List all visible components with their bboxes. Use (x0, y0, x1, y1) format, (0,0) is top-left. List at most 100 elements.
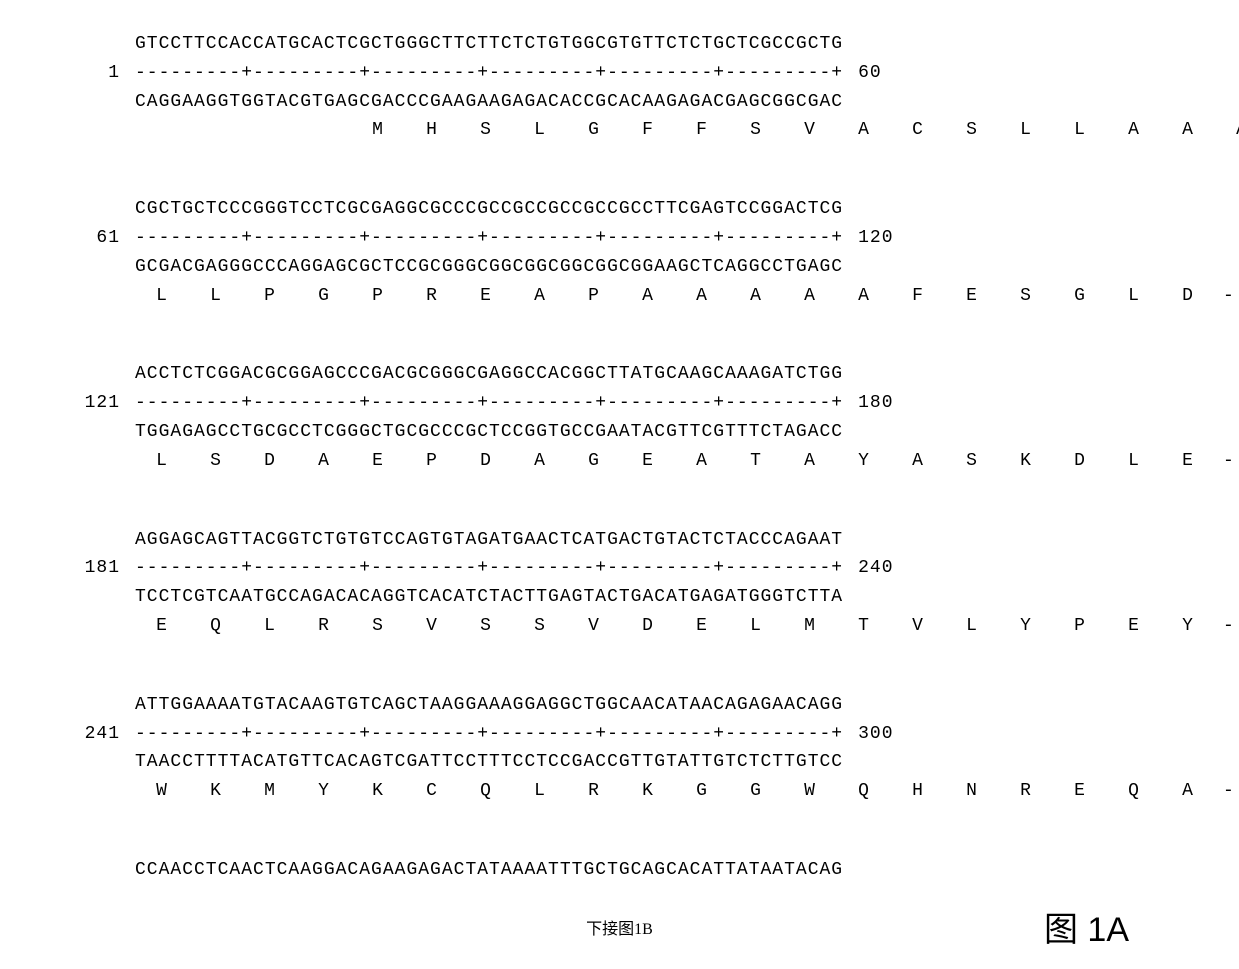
position-start: 181 (50, 554, 120, 583)
amino-acid: M (351, 116, 405, 145)
amino-acid: G (297, 282, 351, 311)
amino-acid: G (729, 777, 783, 806)
amino-acid: R (297, 612, 351, 641)
aa-continuation-dash: - (1215, 616, 1235, 636)
amino-acid: K (189, 777, 243, 806)
amino-acid: L (999, 116, 1053, 145)
sense-strand: ATTGGAAAATGTACAAGTGTCAGCTAAGGAAAGGAGGCTG… (135, 691, 1189, 720)
amino-acid: C (405, 777, 459, 806)
sense-strand: CGCTGCTCCCGGGTCCTCGCGAGGCGCCCGCCGCCGCCGC… (135, 195, 1189, 224)
ruler-line: ---------+---------+---------+---------+… (135, 554, 843, 583)
protein-translation: LLPGPREAPAAAAAFESGLD- (135, 282, 1189, 311)
amino-acid: A (837, 282, 891, 311)
amino-acid: E (135, 612, 189, 641)
amino-acid: F (891, 282, 945, 311)
antisense-strand: GCGACGAGGGCCCAGGAGCGCTCCGCGGGCGGCGGCGGCG… (135, 253, 1189, 282)
protein-translation: WKMYKCQLRKGGWQHNREQA- (135, 777, 1189, 806)
amino-acid: A (1107, 116, 1161, 145)
amino-acid: E (945, 282, 999, 311)
amino-acid: K (621, 777, 675, 806)
ruler-line: ---------+---------+---------+---------+… (135, 224, 843, 253)
amino-acid: K (999, 447, 1053, 476)
ruler-line: ---------+---------+---------+---------+… (135, 59, 843, 88)
amino-acid: E (675, 612, 729, 641)
sequence-block: AGGAGCAGTTACGGTCTGTGTCCAGTGTAGATGAACTCAT… (50, 526, 1189, 641)
amino-acid: Y (297, 777, 351, 806)
amino-acid: G (675, 777, 729, 806)
amino-acid: L (1107, 282, 1161, 311)
amino-acid: Q (459, 777, 513, 806)
sequence-block: GTCCTTCCACCATGCACTCGCTGGGCTTCTTCTCTGTGGC… (50, 30, 1189, 145)
amino-acid: E (1053, 777, 1107, 806)
aa-pad (189, 116, 243, 145)
amino-acid: S (459, 612, 513, 641)
amino-acid: D (621, 612, 675, 641)
amino-acid: H (891, 777, 945, 806)
amino-acid: M (243, 777, 297, 806)
amino-acid: L (135, 282, 189, 311)
antisense-strand: TCCTCGTCAATGCCAGACACAGGTCACATCTACTTGAGTA… (135, 583, 1189, 612)
amino-acid: D (459, 447, 513, 476)
amino-acid: A (783, 447, 837, 476)
ruler-row: 1 ---------+---------+---------+---------… (50, 59, 1189, 88)
antisense-strand: TAACCTTTTACATGTTCACAGTCGATTCCTTTCCTCCGAC… (135, 748, 1189, 777)
amino-acid: D (243, 447, 297, 476)
amino-acid: Q (189, 612, 243, 641)
amino-acid: P (243, 282, 297, 311)
antisense-strand: CAGGAAGGTGGTACGTGAGCGACCCGAAGAAGAGACACCG… (135, 88, 1189, 117)
amino-acid: A (1161, 777, 1215, 806)
amino-acid: W (135, 777, 189, 806)
amino-acid: A (297, 447, 351, 476)
amino-acid: Q (837, 777, 891, 806)
amino-acid: T (837, 612, 891, 641)
amino-acid: A (513, 282, 567, 311)
amino-acid: D (1161, 282, 1215, 311)
position-start: 61 (50, 224, 120, 253)
ruler-row: 181 ---------+---------+---------+-------… (50, 554, 1189, 583)
amino-acid: S (351, 612, 405, 641)
amino-acid: L (189, 282, 243, 311)
sense-strand-continued: CCAACCTCAACTCAAGGACAGAAGAGACTATAAAATTTGC… (135, 856, 1189, 885)
amino-acid: G (567, 447, 621, 476)
amino-acid: L (513, 777, 567, 806)
protein-translation: MHSLGFFSVACSLLAAA- (135, 116, 1189, 145)
position-end: 60 (858, 59, 882, 88)
amino-acid: P (351, 282, 405, 311)
amino-acid: L (135, 447, 189, 476)
amino-acid: V (891, 612, 945, 641)
amino-acid: L (729, 612, 783, 641)
sequence-block: CGCTGCTCCCGGGTCCTCGCGAGGCGCCCGCCGCCGCCGC… (50, 195, 1189, 310)
amino-acid: A (729, 282, 783, 311)
antisense-strand: TGGAGAGCCTGCGCCTCGGGCTGCGCCCGCTCCGGTGCCG… (135, 418, 1189, 447)
amino-acid: K (351, 777, 405, 806)
aa-pad (297, 116, 351, 145)
amino-acid: V (405, 612, 459, 641)
ruler-row: 121---------+---------+---------+-------… (50, 389, 1189, 418)
amino-acid: A (675, 447, 729, 476)
aa-continuation-dash: - (1215, 286, 1235, 306)
position-start: 241 (50, 720, 120, 749)
amino-acid: M (783, 612, 837, 641)
protein-translation: LSDAEPDAGEATAYASKDLE- (135, 447, 1189, 476)
amino-acid: H (405, 116, 459, 145)
position-end: 120 (858, 224, 893, 253)
amino-acid: A (1161, 116, 1215, 145)
sequence-block: ACCTCTCGGACGCGGAGCCCGACGCGGGCGAGGCCACGGC… (50, 360, 1189, 475)
amino-acid: E (1161, 447, 1215, 476)
figure-label-zh: 图 (1044, 911, 1078, 949)
position-start: 1 (50, 59, 120, 88)
figure-label-num: 1A (1087, 911, 1129, 949)
amino-acid: V (783, 116, 837, 145)
amino-acid: P (1053, 612, 1107, 641)
amino-acid: S (729, 116, 783, 145)
sense-strand: AGGAGCAGTTACGGTCTGTGTCCAGTGTAGATGAACTCAT… (135, 526, 1189, 555)
amino-acid: Q (1107, 777, 1161, 806)
amino-acid: L (243, 612, 297, 641)
ruler-row: 241 ---------+---------+---------+-------… (50, 720, 1189, 749)
ruler-line: ---------+---------+---------+---------+… (135, 389, 843, 418)
amino-acid: S (999, 282, 1053, 311)
amino-acid: A (513, 447, 567, 476)
amino-acid: A (1215, 116, 1239, 145)
ruler-line: ---------+---------+---------+---------+… (135, 720, 843, 749)
amino-acid: L (1053, 116, 1107, 145)
